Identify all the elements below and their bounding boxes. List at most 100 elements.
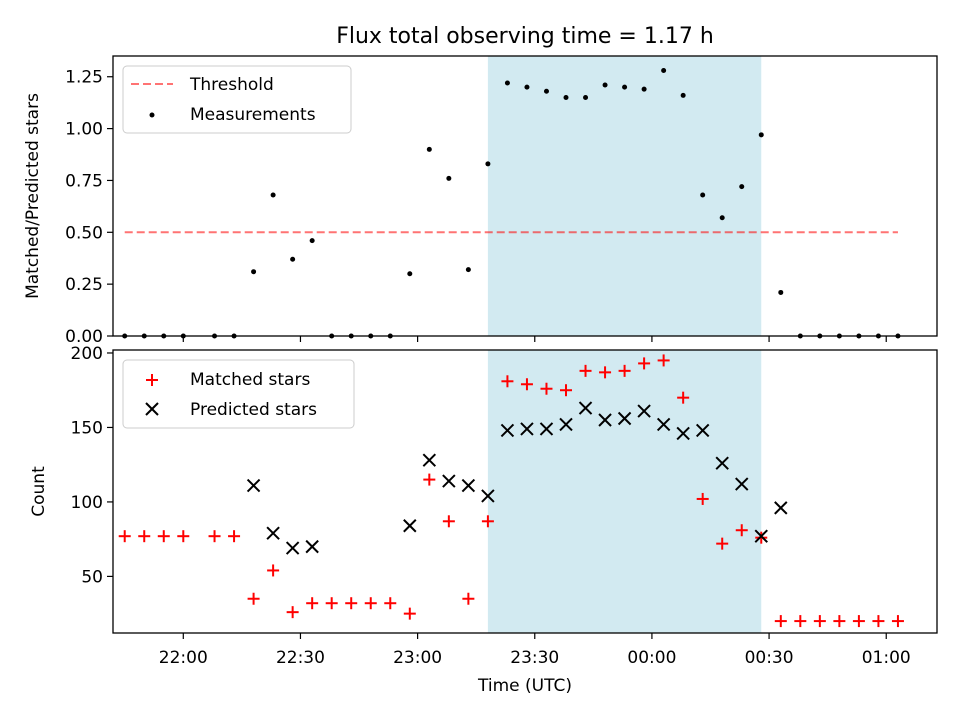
- matched-star-point: [267, 564, 280, 577]
- matched-star-point: [403, 607, 416, 620]
- bottom-plot-frame: [112, 349, 938, 634]
- matched-star-point: [735, 524, 748, 537]
- measurement-point: [700, 192, 706, 198]
- measurement-point: [485, 161, 491, 167]
- measurement-point: [251, 269, 257, 275]
- top-shaded-span: [487, 56, 762, 336]
- predicted-star-point: [695, 423, 710, 438]
- predicted-star-point: [305, 539, 319, 554]
- measurement-point: [407, 271, 413, 277]
- predicted-star-point: [559, 417, 573, 432]
- top-y-tick-label: 0.75: [65, 171, 103, 191]
- measurement-point: [778, 289, 784, 295]
- measurement-point: [758, 132, 764, 138]
- matched-star-point: [657, 354, 670, 367]
- bottom-x-tick-label: 00:30: [745, 648, 794, 668]
- bottom-y-tick-label: 100: [71, 493, 103, 513]
- bottom-shaded-span: [487, 350, 762, 633]
- matched-star-point: [442, 515, 455, 528]
- predicted-star-point: [735, 477, 749, 491]
- measurement-point: [524, 84, 530, 90]
- x-axis-label: Time (UTC): [477, 676, 572, 696]
- matched-star-point: [345, 597, 358, 610]
- matched-star-point: [716, 537, 729, 550]
- matched-star-point: [325, 597, 338, 610]
- predicted-star-point: [461, 478, 476, 493]
- predicted-star-point: [754, 529, 768, 543]
- top-y-tick-label: 0.25: [65, 275, 103, 295]
- predicted-star-point: [656, 417, 671, 432]
- matched-star-point: [560, 384, 573, 397]
- top-y-axis-label: Matched/Predicted stars: [23, 93, 43, 299]
- matched-star-point: [286, 606, 299, 619]
- matched-star-point: [852, 615, 865, 628]
- measurement-point: [309, 238, 315, 244]
- top-panel: 0.00 0.25 0.50 0.75 1.00 1.25 Matched/Predict…: [23, 55, 938, 347]
- predicted-star-point: [520, 422, 534, 436]
- measurement-point: [661, 68, 667, 74]
- predicted-star-point: [285, 541, 300, 555]
- predicted-star-point: [442, 474, 456, 488]
- matched-star-point: [138, 530, 151, 543]
- matched-star-point: [364, 597, 377, 610]
- matched-star-point: [540, 382, 553, 395]
- matched-star-point: [228, 530, 241, 543]
- matched-star-point: [833, 615, 846, 628]
- measurement-point: [641, 86, 647, 92]
- bottom-legend: Matched stars Predicted stars: [122, 359, 355, 429]
- predicted-star-point: [422, 453, 437, 467]
- bottom-x-tick-label: 23:00: [393, 648, 442, 668]
- figure-title: Flux total observing time = 1.17 h: [336, 24, 714, 49]
- matched-star-point: [157, 530, 170, 543]
- predicted-star-point: [715, 456, 729, 470]
- bottom-x-tick-label: 22:00: [159, 648, 208, 668]
- measurement-point: [602, 82, 608, 88]
- legend-measurements-label: Measurements: [190, 105, 316, 125]
- legend-measurements-swatch: [149, 112, 155, 118]
- matched-star-point: [501, 375, 514, 388]
- matched-star-point: [618, 364, 631, 377]
- bottom-x-tick-label: 00:00: [627, 648, 676, 668]
- matched-star-point: [177, 530, 190, 543]
- predicted-star-point: [403, 519, 417, 533]
- measurement-point: [739, 184, 745, 190]
- measurement-point: [270, 192, 276, 198]
- measurement-point: [563, 94, 569, 100]
- measurement-point: [622, 84, 628, 90]
- matched-star-point: [696, 492, 709, 505]
- bottom-y-axis-label: Count: [29, 466, 49, 517]
- predicted-star-point: [617, 411, 632, 426]
- legend-threshold-label: Threshold: [189, 75, 274, 95]
- bottom-x-tick-label: 01:00: [862, 648, 911, 668]
- matched-star-point: [208, 530, 221, 543]
- matched-star-point: [638, 357, 651, 370]
- bottom-x-tick-label: 22:30: [276, 648, 325, 668]
- matched-star-point: [423, 473, 436, 486]
- predicted-star-point: [539, 422, 554, 436]
- legend-predicted-swatch: [145, 402, 159, 416]
- matched-star-point: [579, 364, 592, 377]
- top-y-tick-label: 0.50: [65, 223, 103, 243]
- measurement-point: [446, 175, 452, 181]
- legend-predicted-label: Predicted stars: [190, 400, 317, 420]
- matched-star-point: [599, 366, 612, 379]
- bottom-y-tick-label: 200: [71, 344, 103, 364]
- top-legend-frame: [122, 65, 352, 134]
- top-y-tick-label: 1.00: [65, 120, 103, 140]
- bottom-panel: 50 100 150 200 22:00 22:30 23:00 23:30 00:00 00:3…: [29, 344, 938, 696]
- top-plot-frame: [112, 55, 938, 337]
- top-y-tick-label: 1.25: [65, 68, 103, 88]
- measurement-point: [504, 80, 510, 86]
- legend-matched-swatch: [146, 374, 158, 386]
- matched-star-point: [794, 615, 807, 628]
- matched-star-point: [384, 597, 397, 610]
- predicted-star-point: [774, 501, 788, 515]
- measurement-point: [426, 146, 432, 152]
- measurement-point: [465, 267, 471, 273]
- legend-matched-label: Matched stars: [190, 370, 310, 390]
- measurement-point: [543, 88, 549, 94]
- matched-star-point: [891, 615, 904, 628]
- predicted-star-point: [598, 413, 612, 427]
- measurement-point: [290, 256, 296, 262]
